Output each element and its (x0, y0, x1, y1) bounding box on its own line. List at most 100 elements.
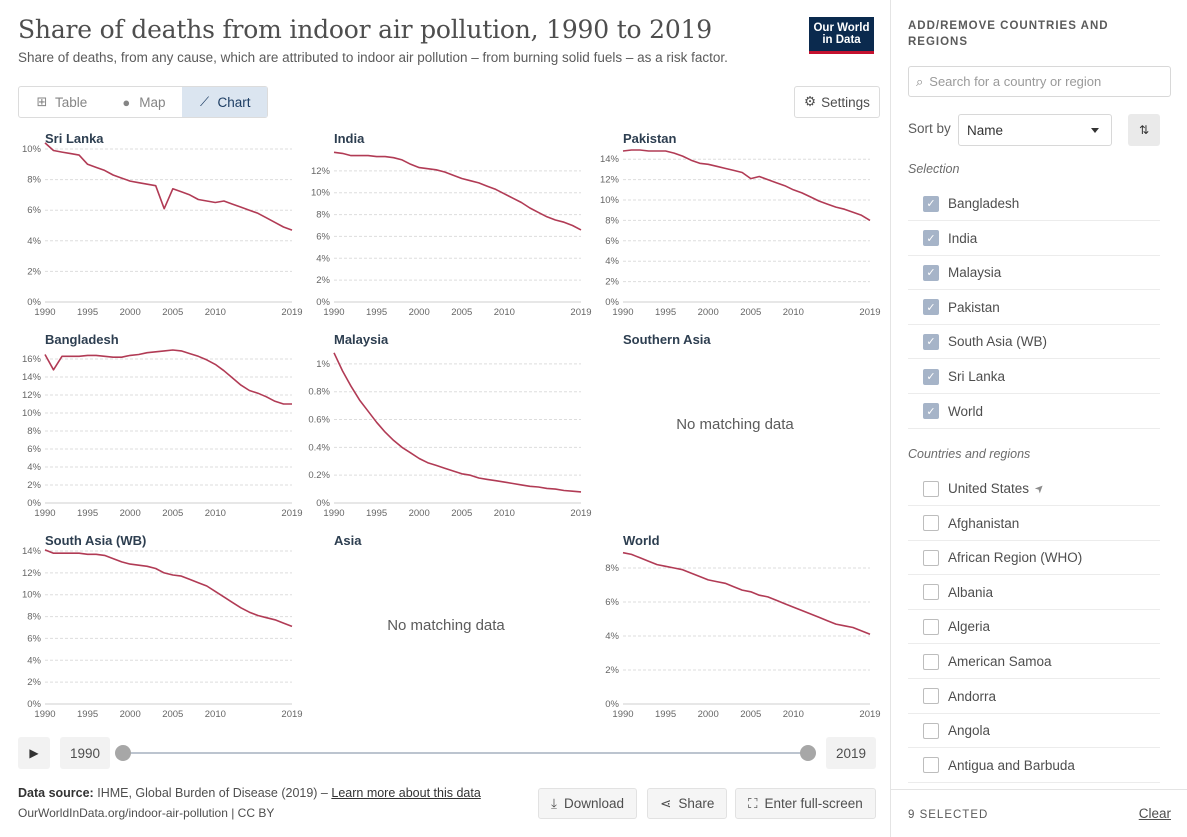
x-tick-label: 1990 (612, 709, 633, 720)
x-tick-label: 2010 (494, 307, 515, 318)
countries-heading: Countries and regions (908, 447, 1031, 461)
data-source: Data source: IHME, Global Burden of Dise… (18, 786, 481, 800)
tab-table[interactable]: ⊞ Table (19, 87, 103, 117)
start-handle[interactable] (115, 745, 131, 761)
selector-title: ADD/REMOVE COUNTRIES AND REGIONS (908, 20, 1109, 48)
list-item[interactable]: ✓ Pakistan (908, 291, 1160, 325)
list-item[interactable]: African Region (WHO) (908, 541, 1160, 576)
list-item[interactable]: Algeria (908, 610, 1160, 645)
checkbox[interactable]: ✓ (923, 264, 939, 281)
checkbox[interactable] (923, 584, 939, 601)
checkbox[interactable]: ✓ (923, 230, 939, 247)
line-chart: 0% 2% 4% 6% 8% 10% 12% 1990 1995 2000 2005 2010 2019 (311, 151, 592, 318)
learn-more-link[interactable]: Learn more about this data (331, 786, 481, 800)
series-line[interactable] (333, 352, 582, 493)
y-tick-label: 4% (27, 462, 41, 473)
y-tick-label: 2% (27, 677, 41, 688)
search-box[interactable]: ⌕ (908, 66, 1171, 97)
checkbox[interactable]: ✓ (923, 403, 939, 420)
main-area: Share of deaths from indoor air pollutio… (18, 15, 881, 820)
entity-label: Bangladesh (948, 196, 1020, 211)
y-tick-label: 8% (316, 210, 330, 221)
checkbox[interactable]: ✓ (923, 333, 939, 350)
x-tick-label: 1995 (366, 508, 387, 519)
series-line[interactable] (622, 149, 871, 222)
no-data-message: No matching data (387, 617, 505, 634)
selector-footer: 9 SELECTED Clear (891, 789, 1187, 837)
entity-label: Afghanistan (948, 515, 1020, 531)
checkbox[interactable] (923, 688, 939, 705)
y-tick-label: 4% (27, 655, 41, 666)
entity-selector: ADD/REMOVE COUNTRIES AND REGIONS ⌕ Sort … (890, 0, 1187, 837)
sort-label: Sort by (908, 121, 951, 136)
tab-chart[interactable]: ⟋ Chart (181, 87, 267, 117)
start-year-box[interactable]: 1990 (60, 737, 111, 769)
list-item[interactable]: Antigua and Barbuda (908, 749, 1160, 783)
y-tick-label: 2% (316, 275, 330, 286)
x-tick-label: 2000 (409, 508, 430, 519)
y-tick-label: 6% (605, 236, 619, 247)
fullscreen-button[interactable]: ⛶ Enter full-screen (735, 788, 876, 819)
chevron-down-icon (1091, 128, 1099, 133)
play-button[interactable]: ▶ (18, 737, 50, 769)
list-item[interactable]: ✓ South Asia (WB) (908, 325, 1160, 360)
y-tick-label: 10% (22, 144, 42, 155)
sort-order-button[interactable]: ⇅ (1128, 114, 1160, 146)
end-year-box[interactable]: 2019 (826, 737, 877, 769)
series-line[interactable] (44, 142, 293, 231)
clear-button[interactable]: Clear (1138, 806, 1171, 821)
series-line[interactable] (622, 551, 871, 636)
checkbox[interactable] (923, 722, 939, 739)
list-item[interactable]: ✓ Malaysia (908, 256, 1160, 291)
checkbox[interactable]: ✓ (923, 368, 939, 385)
list-item[interactable]: Albania (908, 576, 1160, 610)
selection-heading: Selection (908, 162, 960, 176)
y-tick-label: 0.2% (308, 470, 330, 481)
chart-panel: India 0% 2% 4% 6% 8% 10% 12% 1990 1995 2000 2005 201… (307, 131, 592, 326)
checkbox[interactable]: ✓ (923, 299, 939, 316)
y-tick-label: 10% (311, 188, 331, 199)
download-button[interactable]: ⤓ Download (538, 788, 638, 819)
list-item[interactable]: United States ➤ (908, 472, 1160, 506)
line-chart: 0% 2% 4% 6% 8% 10% 12% 14% 16% 1990 1995 2000 2005 20… (22, 349, 303, 519)
sort-dropdown[interactable]: Name (958, 114, 1112, 146)
checkbox[interactable] (923, 515, 939, 532)
y-tick-label: 4% (316, 253, 330, 264)
list-item[interactable]: Andorra (908, 680, 1160, 714)
checkbox[interactable] (923, 480, 939, 497)
share-icon: ⋖ (660, 795, 672, 811)
search-input[interactable] (929, 74, 1150, 89)
list-item[interactable]: American Samoa (908, 645, 1160, 679)
list-item[interactable]: Angola (908, 714, 1160, 749)
list-item[interactable]: ✓ Sri Lanka (908, 360, 1160, 394)
list-item[interactable]: ✓ World (908, 395, 1160, 429)
download-label: Download (563, 796, 625, 811)
checkbox[interactable] (923, 549, 939, 566)
series-line[interactable] (44, 549, 293, 628)
location-arrow-icon: ➤ (1032, 481, 1048, 497)
x-tick-label: 1990 (34, 508, 55, 519)
checkbox[interactable] (923, 757, 939, 774)
tab-table-label: Table (55, 94, 88, 110)
tab-map[interactable]: ● Map (103, 87, 181, 117)
settings-label: Settings (821, 94, 870, 110)
x-tick-label: 2010 (494, 508, 515, 519)
checkbox[interactable] (923, 618, 939, 635)
end-handle[interactable] (800, 745, 816, 761)
checkbox[interactable]: ✓ (923, 195, 939, 212)
panel-title: Southern Asia (623, 332, 711, 347)
x-tick-label: 1995 (655, 307, 676, 318)
settings-button[interactable]: ⚙ Settings (794, 86, 880, 118)
y-tick-label: 12% (311, 166, 331, 177)
entity-label: Andorra (948, 688, 997, 704)
list-item[interactable]: Afghanistan (908, 507, 1160, 541)
list-item[interactable]: ✓ India (908, 222, 1160, 256)
series-line[interactable] (333, 151, 582, 231)
source-url[interactable]: OurWorldInData.org/indoor-air-pollution … (18, 806, 275, 820)
share-button[interactable]: ⋖ Share (647, 788, 728, 819)
list-item[interactable]: ✓ Bangladesh (908, 187, 1160, 221)
timeline-track[interactable] (123, 752, 808, 754)
owid-logo[interactable]: Our World in Data (809, 17, 874, 54)
checkbox[interactable] (923, 653, 939, 670)
series-line[interactable] (44, 349, 292, 405)
